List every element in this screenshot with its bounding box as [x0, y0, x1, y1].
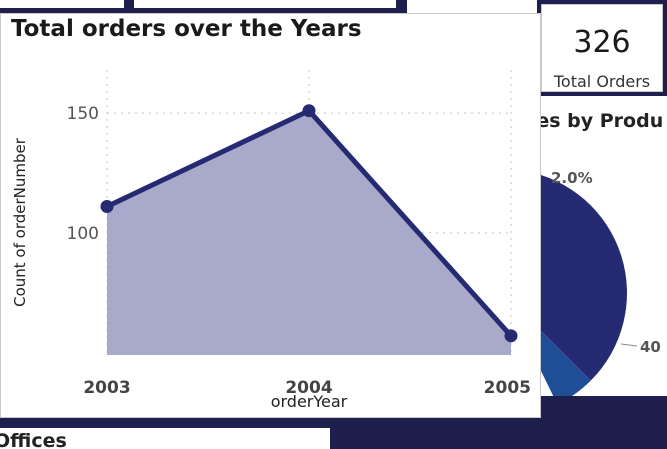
pie-slice-small[interactable] — [541, 293, 591, 396]
y-axis-label: Count of orderNumber — [11, 137, 29, 307]
pie-leader-line-right — [620, 343, 638, 347]
data-point[interactable] — [100, 200, 114, 214]
pie-label-top: 2.0% — [551, 169, 593, 187]
pie-title: ales by Produ — [541, 110, 664, 132]
data-point[interactable] — [504, 329, 518, 343]
sales-by-product-pie-panel[interactable]: ales by Produ 2.0% 40 — [541, 96, 667, 396]
pie-label-right: 40 — [640, 338, 661, 356]
top-left-tile — [0, 0, 124, 8]
top-middle-tile — [134, 0, 396, 8]
top-right-tile — [407, 0, 537, 13]
pie-slice-large[interactable] — [541, 171, 627, 381]
x-tick-label: 2003 — [83, 378, 130, 398]
x-tick-label: 2004 — [285, 378, 332, 398]
orders-line-chart-card[interactable]: Total orders over the Years 100 150 2003 20… — [0, 13, 541, 418]
total-orders-label: Total Orders — [553, 72, 651, 91]
y-tick-label: 150 — [67, 104, 99, 124]
area-fill — [107, 110, 511, 355]
offices-panel[interactable]: Offices — [0, 428, 330, 449]
y-tick-label: 100 — [67, 224, 99, 244]
orders-area-chart: 100 150 2003 2004 2005 orderYear Count of orde… — [11, 70, 531, 411]
x-axis-label: orderYear — [271, 392, 348, 411]
data-point[interactable] — [302, 104, 316, 118]
pie-chart: 2.0% 40 — [541, 169, 661, 396]
total-orders-value: 326 — [573, 25, 631, 60]
x-tick-label: 2005 — [484, 378, 531, 398]
total-orders-card[interactable]: 326 Total Orders — [541, 4, 663, 92]
chart-title: Total orders over the Years — [11, 16, 362, 42]
offices-title: Offices — [0, 430, 67, 449]
